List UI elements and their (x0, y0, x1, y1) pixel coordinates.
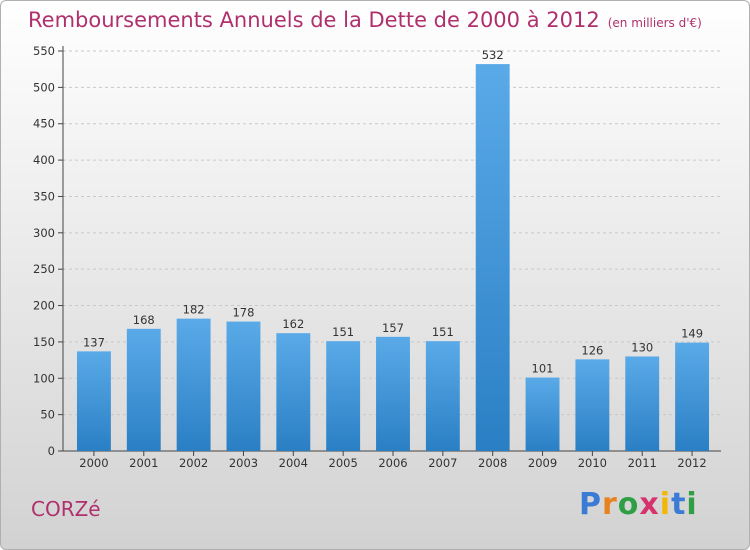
bar-2006 (376, 336, 410, 451)
y-tick-label: 200 (33, 299, 55, 313)
chart-title-text: Remboursements Annuels de la Dette de 20… (28, 8, 600, 32)
y-tick-label: 100 (33, 371, 55, 385)
logo-letter: x (639, 487, 660, 522)
logo-letter: o (617, 487, 640, 522)
bar-2001 (126, 328, 161, 451)
x-tick-label: 2006 (378, 456, 407, 470)
x-tick-label: 2012 (677, 456, 706, 470)
bar-value-label: 532 (482, 48, 504, 62)
bar-value-label: 182 (183, 303, 205, 317)
bar-2004 (276, 333, 311, 451)
x-tick-label: 2000 (79, 456, 108, 470)
y-tick-label: 0 (48, 444, 55, 458)
x-tick-label: 2002 (179, 456, 208, 470)
x-tick-label: 2003 (229, 456, 258, 470)
y-tick-label: 400 (33, 153, 55, 167)
bar-value-label: 149 (681, 327, 703, 341)
x-tick-label: 2009 (528, 456, 557, 470)
bar-2012 (675, 342, 710, 451)
bar-value-label: 168 (133, 313, 155, 327)
proxiti-logo: Proxiti (579, 487, 698, 522)
bar-2011 (625, 356, 660, 451)
bar-value-label: 151 (332, 325, 354, 339)
bar-2000 (76, 351, 111, 451)
bar-2003 (226, 321, 261, 451)
bar-2009 (525, 377, 560, 451)
bar-value-label: 137 (83, 335, 105, 349)
bar-value-label: 130 (631, 340, 653, 354)
logo-letter: r (602, 487, 618, 522)
x-tick-label: 2005 (329, 456, 358, 470)
logo-letter: t (671, 487, 687, 522)
x-tick-label: 2010 (578, 456, 607, 470)
y-tick-label: 350 (33, 189, 55, 203)
bar-value-label: 126 (581, 343, 603, 357)
y-tick-label: 250 (33, 262, 55, 276)
x-tick-label: 2001 (129, 456, 158, 470)
bar-value-label: 162 (282, 317, 304, 331)
bar-value-label: 151 (432, 325, 454, 339)
y-tick-label: 450 (33, 117, 55, 131)
x-tick-label: 2007 (428, 456, 457, 470)
chart-title: Remboursements Annuels de la Dette de 20… (28, 8, 702, 32)
y-tick-label: 150 (33, 335, 55, 349)
bar-2007 (425, 341, 460, 451)
y-tick-label: 550 (33, 44, 55, 58)
bar-2002 (176, 318, 211, 451)
bar-value-label: 157 (382, 321, 404, 335)
logo-letter: i (686, 487, 698, 522)
logo-letter: i (659, 487, 672, 522)
commune-name: CORZé (31, 497, 101, 521)
x-tick-label: 2008 (478, 456, 507, 470)
logo-letter: P (579, 487, 602, 522)
x-tick-label: 2011 (628, 456, 657, 470)
y-tick-label: 50 (40, 408, 55, 422)
y-tick-label: 500 (33, 80, 55, 94)
bar-2005 (326, 341, 361, 451)
bar-2008 (475, 64, 510, 451)
x-tick-label: 2004 (279, 456, 308, 470)
y-tick-label: 300 (33, 226, 55, 240)
bar-value-label: 101 (532, 362, 554, 376)
bar-value-label: 178 (232, 306, 254, 320)
bar-2010 (575, 359, 610, 451)
chart-unit: (en milliers d'€) (607, 16, 702, 30)
